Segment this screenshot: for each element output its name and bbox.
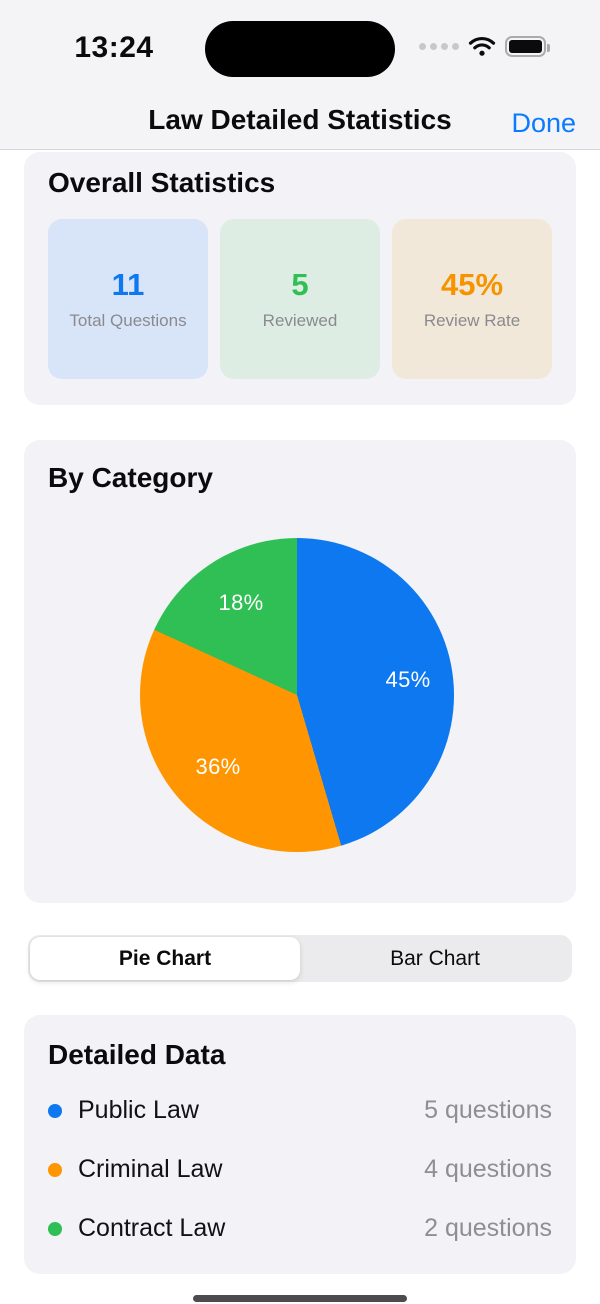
stat-label: Reviewed xyxy=(262,310,338,330)
table-row: Criminal Law 4 questions xyxy=(48,1140,552,1199)
status-bar: 13:24 xyxy=(0,0,600,95)
category-label: Contract Law xyxy=(78,1214,226,1242)
pie-slice-label-criminal-law: 36% xyxy=(195,754,241,779)
stat-value: 45% xyxy=(440,266,504,302)
stat-label: Total Questions xyxy=(69,310,187,330)
tab-pie-chart[interactable]: Pie Chart xyxy=(30,937,300,980)
legend-dot-blue-icon xyxy=(48,1103,62,1118)
table-row: Contract Law 2 questions xyxy=(48,1199,552,1258)
top-chrome: 13:24 Law Detailed Statistics Done xyxy=(0,0,600,150)
overall-statistics-card: Overall Statistics 11 Total Questions 5 … xyxy=(24,152,576,405)
overall-statistics-title: Overall Statistics xyxy=(48,167,276,198)
pie-chart: 45% 36% 18% xyxy=(140,538,454,852)
navigation-bar: Law Detailed Statistics Done xyxy=(0,95,600,150)
pie-slice-label-public-law: 45% xyxy=(385,667,431,692)
status-time: 13:24 xyxy=(74,31,154,64)
category-value: 2 questions xyxy=(424,1214,552,1242)
stat-value: 11 xyxy=(111,266,145,302)
detailed-data-card: Detailed Data Public Law 5 questions Cri… xyxy=(24,1015,576,1274)
by-category-card: By Category 45% 36% 18% xyxy=(24,440,576,903)
wifi-icon xyxy=(468,36,496,56)
home-indicator-area xyxy=(0,1274,600,1304)
stat-value: 5 xyxy=(291,266,309,302)
pie-slice-label-contract-law: 18% xyxy=(218,590,264,615)
page-title: Law Detailed Statistics xyxy=(148,104,452,135)
stat-total-questions: 11 Total Questions xyxy=(48,219,208,379)
legend-dot-green-icon xyxy=(48,1221,62,1236)
battery-icon xyxy=(505,36,550,57)
chart-type-segmented-control: Pie Chart Bar Chart xyxy=(28,935,572,982)
detailed-data-title: Detailed Data xyxy=(48,1039,226,1070)
cellular-signal-icon xyxy=(419,43,459,50)
done-button[interactable]: Done xyxy=(511,95,576,150)
category-label: Criminal Law xyxy=(78,1155,223,1183)
tab-bar-chart[interactable]: Bar Chart xyxy=(300,937,570,980)
category-value: 5 questions xyxy=(424,1096,552,1124)
category-label: Public Law xyxy=(78,1096,199,1124)
stat-reviewed: 5 Reviewed xyxy=(220,219,380,379)
category-value: 4 questions xyxy=(424,1155,552,1183)
home-indicator[interactable] xyxy=(193,1294,407,1302)
stat-review-rate: 45% Review Rate xyxy=(392,219,552,379)
legend-dot-orange-icon xyxy=(48,1162,62,1177)
table-row: Public Law 5 questions xyxy=(48,1081,552,1140)
stat-label: Review Rate xyxy=(423,310,521,330)
dynamic-island xyxy=(205,21,395,77)
by-category-title: By Category xyxy=(48,462,213,493)
stats-row: 11 Total Questions 5 Reviewed 45% Review… xyxy=(48,219,552,379)
status-icons xyxy=(419,36,550,57)
